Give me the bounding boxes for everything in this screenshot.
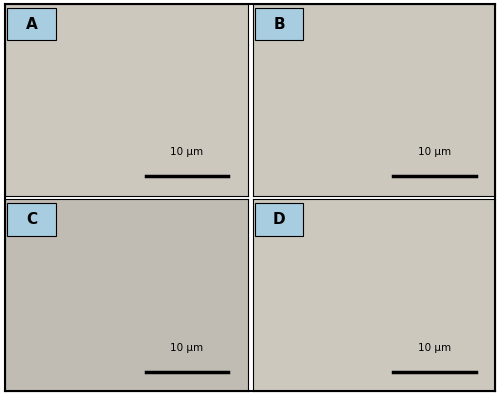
FancyBboxPatch shape — [255, 8, 304, 40]
Text: C: C — [26, 212, 37, 227]
FancyBboxPatch shape — [8, 203, 56, 236]
Text: A: A — [26, 17, 38, 32]
FancyBboxPatch shape — [255, 203, 304, 236]
Text: D: D — [273, 212, 285, 227]
Text: 10 μm: 10 μm — [418, 343, 451, 353]
Text: 10 μm: 10 μm — [418, 147, 451, 157]
Text: 10 μm: 10 μm — [170, 147, 203, 157]
FancyBboxPatch shape — [8, 8, 56, 40]
Text: 10 μm: 10 μm — [170, 343, 203, 353]
Text: B: B — [274, 17, 285, 32]
